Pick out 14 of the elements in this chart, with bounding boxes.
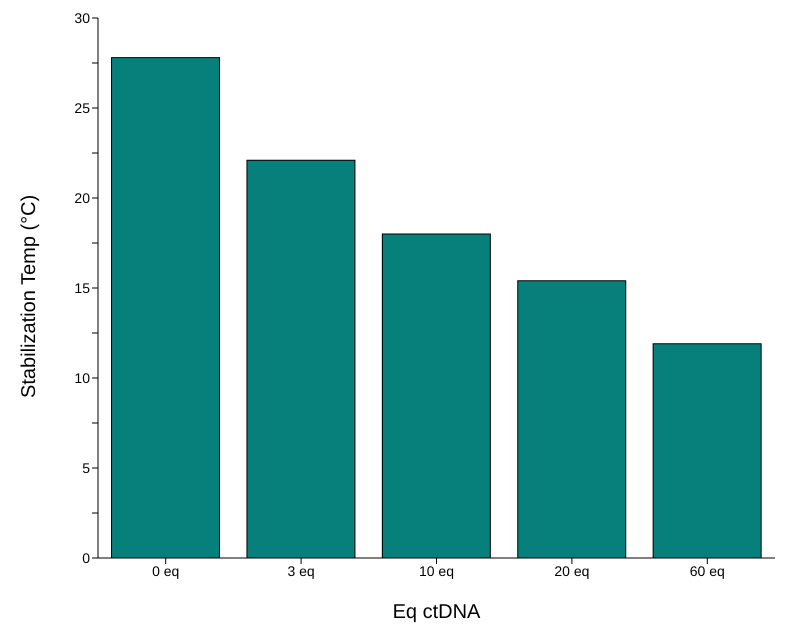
y-tick-label: 20: [74, 190, 90, 206]
y-tick-label: 25: [74, 100, 90, 116]
x-tick-label: 20 eq: [554, 562, 590, 579]
y-tick-label: 30: [74, 10, 90, 26]
x-tick-label: 3 eq: [287, 562, 315, 579]
y-axis-title: Stabilization Temp (°C): [18, 194, 40, 398]
x-tick-label: 0 eq: [152, 562, 180, 579]
y-tick-label: 5: [82, 460, 90, 476]
y-tick-label: 10: [74, 370, 90, 386]
y-tick-label: 0: [82, 550, 90, 566]
x-axis-title: Eq ctDNA: [392, 601, 482, 623]
x-tick-label: 10 eq: [418, 562, 454, 579]
y-tick-label: 15: [74, 280, 90, 296]
x-tick-label: 60 eq: [690, 562, 725, 579]
